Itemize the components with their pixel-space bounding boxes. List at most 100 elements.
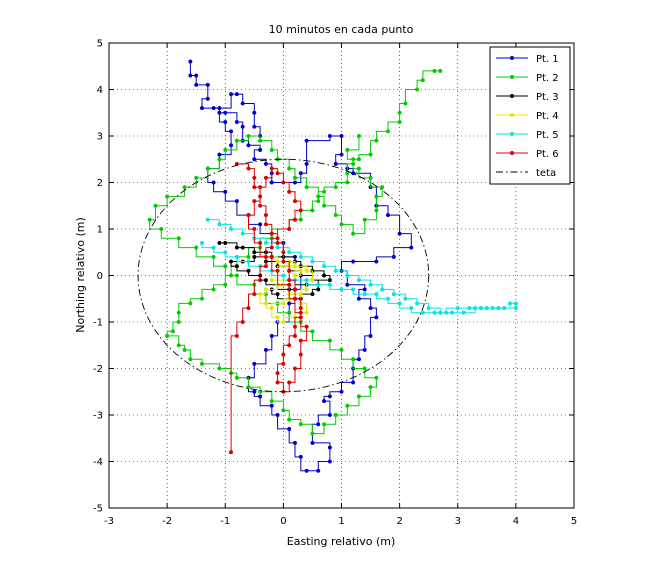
series-pt-5-point xyxy=(455,306,460,311)
y-tick-label: 2 xyxy=(97,178,103,189)
series-pt-1-point xyxy=(339,133,344,139)
series-pt-1-point xyxy=(240,101,245,106)
series-pt-2-point xyxy=(223,282,228,287)
series-pt-1-point xyxy=(298,454,303,459)
series-pt-6-point xyxy=(263,254,268,259)
x-tick-label: -1 xyxy=(220,516,230,527)
series-pt-3-point xyxy=(217,240,222,245)
series-pt-2-point xyxy=(310,329,315,334)
series-pt-5-point xyxy=(362,292,367,297)
series-pt-1-point xyxy=(304,468,309,473)
series-pt-2-point xyxy=(316,199,321,204)
series-pt-5-point xyxy=(391,292,396,297)
series-pt-1-point xyxy=(217,106,222,111)
series-pt-4-point xyxy=(263,287,268,292)
series-pt-4-point xyxy=(292,273,298,278)
series-pt-6-point xyxy=(298,315,303,320)
series-pt-6-point xyxy=(281,250,286,255)
series-pt-6-point xyxy=(252,175,257,180)
series-pt-5-point xyxy=(403,296,408,301)
series-pt-2-point xyxy=(322,422,327,427)
series-pt-2-point xyxy=(374,375,379,380)
series-pt-2-point xyxy=(246,133,251,139)
series-pt-2-point xyxy=(345,403,350,408)
legend-item-pt-4: Pt. 4 xyxy=(496,111,559,122)
series-pt-3-point xyxy=(263,278,268,283)
series-pt-6-point xyxy=(246,166,251,171)
series-pt-5-point xyxy=(217,222,222,227)
series-pt-4-point xyxy=(304,310,309,315)
series-pt-2-point xyxy=(246,254,251,259)
series-pt-2-point xyxy=(211,287,216,292)
series-pt-6-point xyxy=(252,199,257,204)
series-pt-6-point xyxy=(263,175,268,180)
series-pt-5-point xyxy=(310,259,315,264)
series-pt-6-point xyxy=(240,319,245,325)
series-pt-1-point xyxy=(263,347,268,352)
y-tick-label: 3 xyxy=(97,132,103,143)
series-pt-1-point xyxy=(269,180,274,185)
series-pt-2-point xyxy=(269,399,274,404)
series-pt-2-point xyxy=(368,152,373,157)
y-axis-label: Northing relativo (m) xyxy=(74,217,87,333)
legend-label: Pt. 6 xyxy=(536,149,559,160)
series-pt-2-point xyxy=(322,203,327,208)
series-pt-3-point xyxy=(223,240,228,245)
series-pt-1-point xyxy=(234,120,239,125)
series-pt-6-point xyxy=(258,240,263,245)
series-pt-1-point xyxy=(211,106,216,111)
series-pt-6-point xyxy=(258,278,263,283)
series-pt-5-point xyxy=(223,250,228,255)
series-pt-6-point xyxy=(263,213,268,218)
x-tick-label: 0 xyxy=(280,516,286,527)
legend-marker xyxy=(510,75,514,79)
series-pt-2-point xyxy=(380,185,385,190)
series-pt-2-point xyxy=(333,213,338,218)
series-pt-6-point xyxy=(258,194,263,199)
x-tick-label: 1 xyxy=(338,516,344,527)
series-pt-6-point xyxy=(304,324,309,329)
series-pt-1-point xyxy=(304,138,309,143)
series-pt-1-point xyxy=(194,82,199,87)
series-pt-1-point xyxy=(287,426,292,432)
series-pt-4-point xyxy=(298,292,303,297)
series-pt-6-point xyxy=(281,352,286,357)
series-pt-6-point xyxy=(287,278,292,283)
series-pt-2-point xyxy=(223,264,228,269)
series-pt-2-point xyxy=(194,245,199,250)
series-pt-2-point xyxy=(170,329,175,334)
series-pt-5-point xyxy=(438,310,443,315)
series-pt-5-point xyxy=(490,306,495,311)
series-pt-3-point xyxy=(275,292,280,297)
series-pt-1-point xyxy=(327,459,332,464)
y-tick-label: 5 xyxy=(97,39,103,50)
series-pt-5-point xyxy=(356,278,361,283)
series-pt-2-point xyxy=(258,389,263,394)
series-pt-2-point xyxy=(217,366,222,371)
series-pt-6-point xyxy=(263,264,268,269)
legend-item-pt-5: Pt. 5 xyxy=(496,130,559,141)
x-tick-label: 4 xyxy=(513,516,519,527)
series-pt-4-point xyxy=(269,306,274,311)
series-pt-1-point xyxy=(234,199,239,204)
series-pt-2-point xyxy=(397,110,402,115)
series-pt-5-point xyxy=(368,282,373,287)
series-pt-6-point xyxy=(229,450,234,455)
y-tick-label: 0 xyxy=(97,271,103,282)
series-pt-1-point xyxy=(304,161,309,166)
series-pt-1-point xyxy=(275,412,280,418)
series-pt-6-point xyxy=(281,361,286,366)
series-pt-2-point xyxy=(287,417,292,422)
series-pt-1-point xyxy=(327,412,332,418)
y-tick-label: 4 xyxy=(97,85,103,96)
series-pt-2-point xyxy=(258,138,263,143)
series-pt-1-point xyxy=(252,110,257,115)
series-pt-2-point xyxy=(298,217,303,222)
series-pt-2-point xyxy=(333,412,338,418)
series-pt-6-point xyxy=(298,338,303,343)
series-pt-6-point xyxy=(292,333,298,339)
x-tick-label: 3 xyxy=(455,516,461,527)
series-pt-6-point xyxy=(281,259,286,264)
series-pt-2-point xyxy=(368,175,373,180)
series-pt-6-point xyxy=(292,324,298,329)
